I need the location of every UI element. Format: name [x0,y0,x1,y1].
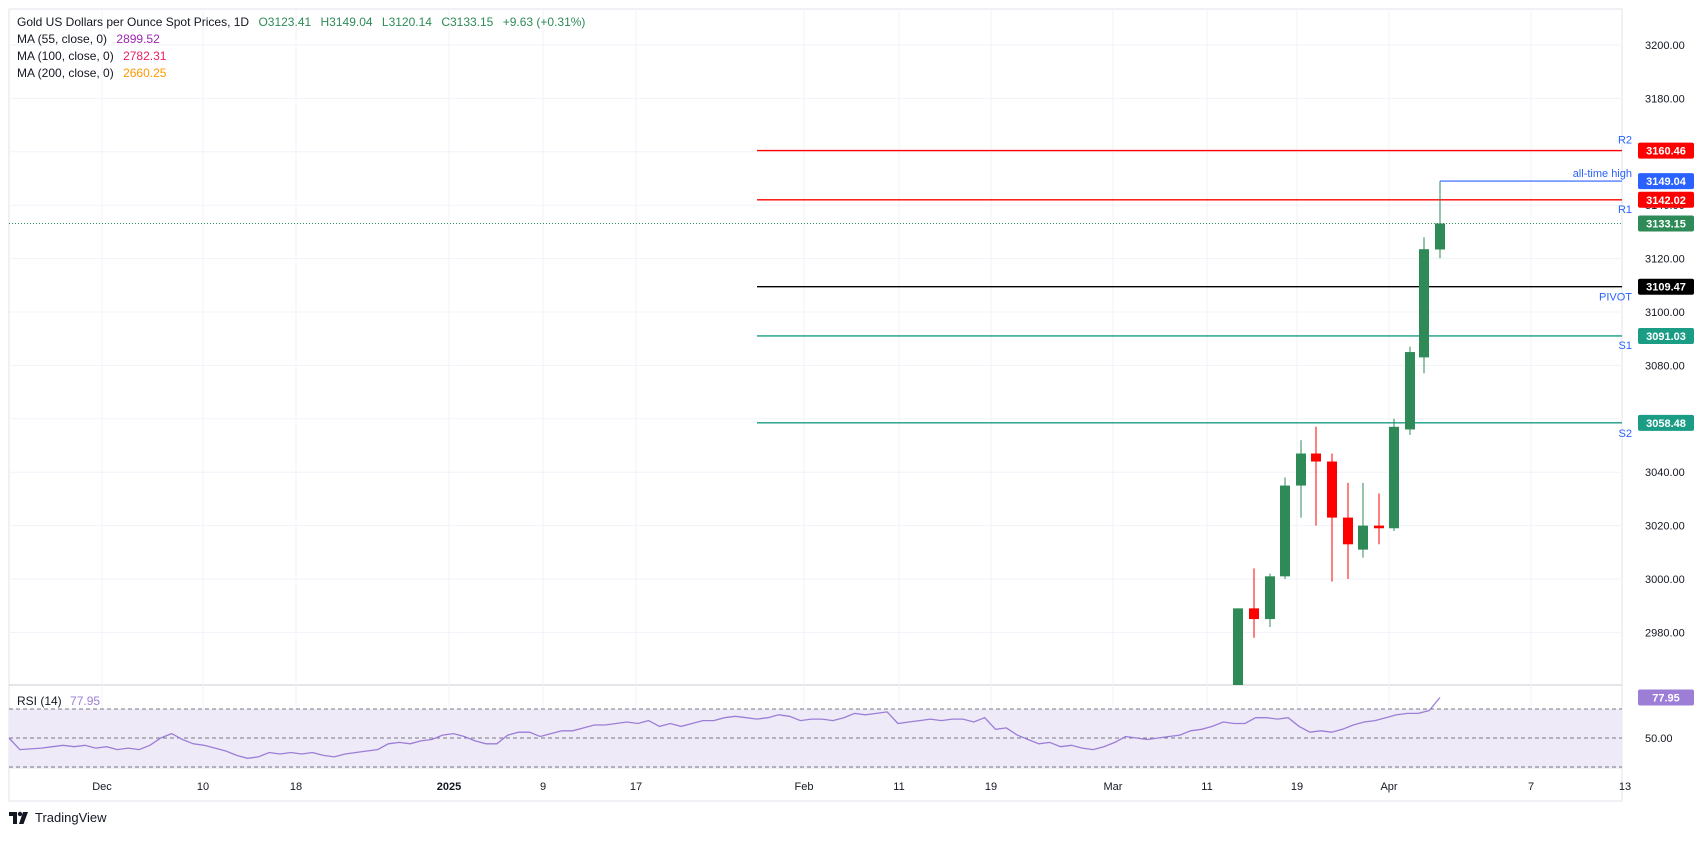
price-tag-r1 [1638,191,1694,208]
level-label-s2: S2 [1619,428,1632,440]
rsi-label: RSI (14) [17,694,62,708]
legend-title-row: Gold US Dollars per Ounce Spot Prices, 1… [17,14,585,31]
ohlc-close: C3133.15 [441,15,494,29]
candle-body [1296,453,1306,486]
price-tag-text-all-time-high: 3149.04 [1646,176,1687,188]
price-tick-label: 3100.00 [1645,307,1685,319]
price-tag-text-s2: 3058.48 [1646,418,1686,430]
time-tick-label: 13 [1619,781,1631,793]
price-tag-s1 [1638,327,1694,344]
candle-body [1233,608,1243,685]
ma100-label: MA (100, close, 0) [17,49,114,63]
price-tick-label: 3000.00 [1645,574,1685,586]
rsi-line [8,697,1441,759]
price-tag-all-time-high [1638,173,1694,190]
level-label-all-time-high: all-time high [1573,168,1632,180]
rsi-value-tag [1638,689,1694,706]
price-tag-text-r2: 3160.46 [1646,146,1686,158]
rsi-legend[interactable]: RSI (14) 77.95 [17,694,100,708]
ma55-label: MA (55, close, 0) [17,32,108,46]
candle-body [1435,223,1445,250]
price-tick-label: 2980.00 [1645,627,1685,639]
time-tick-label: 7 [1528,781,1534,793]
time-tick-label: 19 [1291,781,1303,793]
level-label-s1: S1 [1619,340,1632,352]
time-tick-label: 9 [540,781,546,793]
candle-body [1265,576,1275,620]
tradingview-logo-icon [9,811,28,824]
ohlc-low: L3120.14 [381,15,432,29]
tradingview-wordmark: TradingView [35,810,107,825]
rsi-value-tag-text: 77.95 [1652,692,1680,704]
level-label-pivot: PIVOT [1599,292,1632,304]
price-tick-label: 3080.00 [1645,360,1685,372]
ohlc-open: O3123.41 [258,15,312,29]
ma55-legend[interactable]: MA (55, close, 0) 2899.52 [17,31,585,48]
time-tick-label: Dec [92,781,112,793]
ohlc-high: H3149.04 [320,15,373,29]
price-tag-r2 [1638,142,1694,159]
candle-body [1358,525,1368,550]
candle-body [1343,517,1353,545]
time-tick-label: Feb [795,781,814,793]
candle-body [1374,525,1384,529]
candle-body [1311,453,1321,462]
candle-body [1405,352,1415,430]
level-label-r1: R1 [1618,204,1632,216]
candle-body [1249,608,1259,620]
time-tick-label: 10 [197,781,209,793]
price-tag-last [1638,215,1694,232]
tradingview-logo[interactable]: TradingView [9,810,107,825]
ma200-legend[interactable]: MA (200, close, 0) 2660.25 [17,65,585,82]
ma200-value: 2660.25 [123,66,167,80]
candle-body [1327,461,1337,518]
ohlc-change: +9.63 (+0.31%) [502,15,586,29]
legend: Gold US Dollars per Ounce Spot Prices, 1… [17,14,585,82]
candle-body [1280,485,1290,577]
price-tag-pivot [1638,278,1694,295]
price-tag-text-pivot: 3109.47 [1646,282,1686,294]
candle-body [1419,249,1429,358]
time-tick-label: Apr [1380,781,1397,793]
price-tick-label: 3040.00 [1645,467,1685,479]
price-tick-label: 3200.00 [1645,40,1685,52]
rsi-value: 77.95 [70,694,101,708]
time-tick-label: 18 [290,781,302,793]
price-tick-label: 3180.00 [1645,93,1685,105]
time-tick-label: 11 [893,781,904,793]
price-tag-text-s1: 3091.03 [1646,331,1686,343]
chart-frame [8,8,1623,802]
ma100-legend[interactable]: MA (100, close, 0) 2782.31 [17,48,585,65]
price-tick-label: 3020.00 [1645,521,1685,533]
price-tag-s2 [1638,414,1694,431]
time-tick-label: 11 [1201,781,1212,793]
symbol-title[interactable]: Gold US Dollars per Ounce Spot Prices, 1… [17,15,250,29]
level-label-r2: R2 [1618,135,1632,147]
time-tick-label: Mar [1104,781,1123,793]
price-tag-text-last: 3133.15 [1646,218,1686,230]
rsi-level-label: 50.00 [1645,733,1673,745]
price-tick-label: 3120.00 [1645,254,1685,266]
time-tick-label: 2025 [437,781,461,793]
ma200-label: MA (200, close, 0) [17,66,114,80]
ma100-value: 2782.31 [123,49,167,63]
candle-body [1389,426,1399,529]
time-tick-label: 17 [630,781,642,793]
time-tick-label: 19 [985,781,997,793]
ma55-value: 2899.52 [116,32,160,46]
price-tag-text-r1: 3142.02 [1646,195,1686,207]
